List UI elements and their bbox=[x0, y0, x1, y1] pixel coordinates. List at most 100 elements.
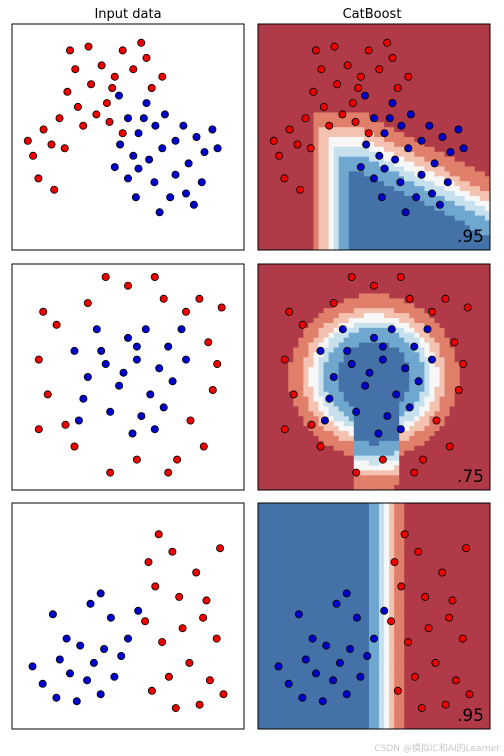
surface-cell bbox=[424, 151, 431, 158]
surface-cell bbox=[429, 377, 436, 383]
surface-cell bbox=[338, 117, 345, 123]
surface-cell bbox=[464, 28, 471, 35]
surface-cell bbox=[363, 235, 370, 241]
surface-cell bbox=[429, 318, 436, 324]
surface-cell bbox=[298, 704, 304, 710]
surface-cell bbox=[353, 200, 360, 207]
surface-cell bbox=[278, 24, 284, 30]
surface-cell bbox=[303, 24, 310, 30]
surface-cell bbox=[358, 322, 365, 329]
surface-cell bbox=[479, 68, 486, 74]
surface-cell bbox=[368, 264, 375, 270]
surface-cell bbox=[414, 240, 420, 246]
surface-cell bbox=[409, 475, 415, 481]
surface-cell bbox=[394, 278, 400, 285]
surface-cell bbox=[258, 460, 264, 467]
surface-cell bbox=[338, 73, 345, 79]
surface-cell bbox=[464, 298, 471, 304]
surface-cell bbox=[278, 367, 284, 373]
surface-cell bbox=[313, 245, 320, 250]
surface-cell bbox=[348, 210, 355, 217]
surface-cell bbox=[424, 396, 431, 403]
surface-cell bbox=[379, 78, 385, 84]
surface-cell bbox=[379, 33, 385, 40]
surface-cell bbox=[293, 322, 299, 329]
surface-cell bbox=[278, 542, 284, 548]
train-point-blue bbox=[454, 125, 463, 134]
surface-cell bbox=[379, 421, 385, 427]
surface-cell bbox=[338, 33, 345, 40]
surface-cell bbox=[313, 293, 320, 299]
surface-cell bbox=[459, 87, 466, 94]
surface-cell bbox=[434, 362, 441, 368]
surface-cell bbox=[303, 377, 310, 383]
surface-cell bbox=[389, 107, 395, 114]
surface-cell bbox=[278, 586, 284, 593]
surface-cell bbox=[308, 581, 315, 588]
surface-cell bbox=[273, 225, 279, 231]
input-panel-frame bbox=[11, 502, 245, 730]
surface-cell bbox=[474, 475, 481, 481]
surface-cell bbox=[454, 288, 461, 295]
surface-cell bbox=[318, 53, 325, 59]
surface-cell bbox=[474, 303, 481, 309]
surface-cell bbox=[293, 298, 299, 304]
input-point-red bbox=[147, 84, 156, 93]
surface-cell bbox=[404, 24, 410, 30]
surface-cell bbox=[283, 92, 289, 99]
surface-cell bbox=[479, 347, 486, 354]
surface-cell bbox=[484, 332, 490, 339]
surface-cell bbox=[434, 352, 441, 358]
surface-cell bbox=[444, 53, 451, 59]
surface-cell bbox=[358, 195, 365, 202]
surface-cell bbox=[358, 112, 365, 118]
surface-cell bbox=[389, 78, 395, 84]
surface-cell bbox=[363, 406, 370, 412]
surface-cell bbox=[263, 327, 269, 334]
surface-cell bbox=[464, 318, 471, 324]
surface-cell bbox=[469, 391, 476, 398]
surface-cell bbox=[444, 264, 451, 270]
surface-cell bbox=[343, 401, 350, 408]
input-point-blue bbox=[184, 159, 193, 168]
surface-cell bbox=[288, 132, 294, 138]
surface-cell bbox=[328, 406, 335, 412]
input-point-blue bbox=[116, 140, 125, 149]
surface-cell bbox=[414, 235, 420, 241]
surface-cell bbox=[298, 122, 304, 128]
surface-cell bbox=[308, 431, 315, 437]
surface-cell bbox=[333, 421, 340, 427]
surface-cell bbox=[258, 288, 264, 295]
surface-cell bbox=[379, 112, 385, 118]
surface-cell bbox=[409, 337, 415, 344]
surface-cell bbox=[459, 235, 466, 241]
surface-cell bbox=[363, 195, 370, 202]
surface-cell bbox=[318, 191, 325, 197]
surface-cell bbox=[459, 337, 466, 344]
surface-cell bbox=[263, 391, 269, 398]
surface-cell bbox=[268, 210, 274, 217]
surface-cell bbox=[464, 191, 471, 197]
surface-cell bbox=[293, 640, 299, 647]
surface-cell bbox=[449, 24, 456, 30]
surface-cell bbox=[474, 470, 481, 476]
surface-cell bbox=[389, 215, 395, 222]
surface-cell bbox=[434, 122, 441, 128]
surface-cell bbox=[484, 117, 490, 123]
surface-cell bbox=[258, 112, 264, 118]
surface-cell bbox=[368, 445, 375, 452]
surface-cell bbox=[459, 225, 466, 231]
surface-cell bbox=[353, 186, 360, 192]
surface-cell bbox=[474, 308, 481, 314]
surface-cell bbox=[363, 161, 370, 168]
surface-cell bbox=[469, 210, 476, 217]
surface-cell bbox=[293, 522, 299, 529]
surface-cell bbox=[454, 176, 461, 182]
surface-cell bbox=[268, 161, 274, 168]
surface-cell bbox=[283, 332, 289, 339]
surface-cell bbox=[394, 288, 400, 295]
surface-cell bbox=[283, 327, 289, 334]
surface-cell bbox=[454, 245, 461, 250]
surface-cell bbox=[303, 709, 310, 715]
surface-cell bbox=[424, 24, 431, 30]
